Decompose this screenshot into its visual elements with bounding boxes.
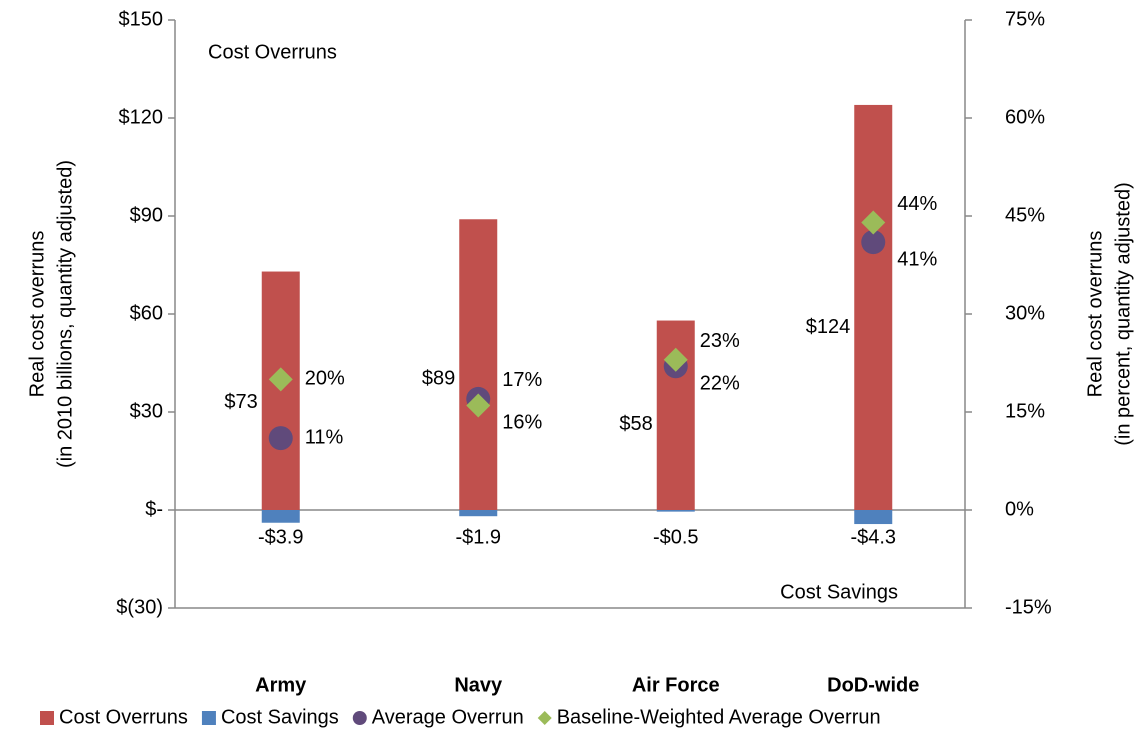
y2-tick-label: 45% [1005,204,1045,226]
legend-swatch [352,711,367,725]
y-tick-label: $90 [130,204,163,226]
y-tick-label: $- [145,498,163,520]
data-label: -$0.5 [653,526,699,548]
y2-axis-label: Real cost overruns [1084,231,1106,398]
bar [854,510,893,525]
data-label: $124 [806,316,851,338]
legend-label: Cost Savings [221,706,339,728]
x-tick-label: DoD-wide [827,674,919,696]
marker [466,393,491,418]
data-label: $89 [422,367,455,389]
annotation: Cost Savings [780,581,898,603]
data-label: 17% [502,369,542,391]
y2-tick-label: 75% [1005,8,1045,30]
bar [656,510,695,512]
y2-tick-label: -15% [1005,596,1052,618]
bar [459,510,498,517]
y-tick-label: $30 [130,400,163,422]
data-label: -$4.3 [850,526,896,548]
data-label: -$3.9 [258,526,304,548]
y-axis-label: (in 2010 billions, quantity adjusted) [54,160,76,468]
marker [861,210,886,235]
marker [268,426,293,451]
data-label: 23% [700,330,740,352]
data-label: -$1.9 [455,526,501,548]
data-label: 41% [897,248,937,270]
legend-label: Cost Overruns [59,706,188,728]
marker [663,347,688,372]
data-label: $58 [619,413,652,435]
data-label: $73 [224,391,257,413]
legend-swatch [201,711,216,725]
marker [268,367,293,392]
bar [261,510,300,523]
y-tick-label: $(30) [116,596,163,618]
legend-label: Baseline-Weighted Average Overrun [557,706,881,728]
x-tick-label: Army [255,674,307,696]
legend-swatch [537,711,552,725]
y-tick-label: $60 [130,302,163,324]
y2-axis-label: (in percent, quantity adjusted) [1112,182,1134,446]
data-label: 44% [897,193,937,215]
bar [854,104,893,510]
y-axis-label: Real cost overruns [26,231,48,398]
annotation: Cost Overruns [208,41,337,63]
data-label: 20% [305,368,345,390]
y2-tick-label: 30% [1005,302,1045,324]
y-tick-label: $150 [119,8,164,30]
x-tick-label: Navy [454,674,503,696]
y2-tick-label: 15% [1005,400,1045,422]
data-label: 16% [502,412,542,434]
y2-tick-label: 60% [1005,106,1045,128]
x-tick-label: Air Force [632,674,720,696]
marker [861,230,886,255]
legend-swatch [40,711,54,725]
y2-tick-label: 0% [1005,498,1034,520]
legend-label: Average Overrun [372,706,524,728]
data-label: 22% [700,373,740,395]
y-tick-label: $120 [119,106,164,128]
data-label: 11% [305,426,344,448]
bar [459,219,498,510]
